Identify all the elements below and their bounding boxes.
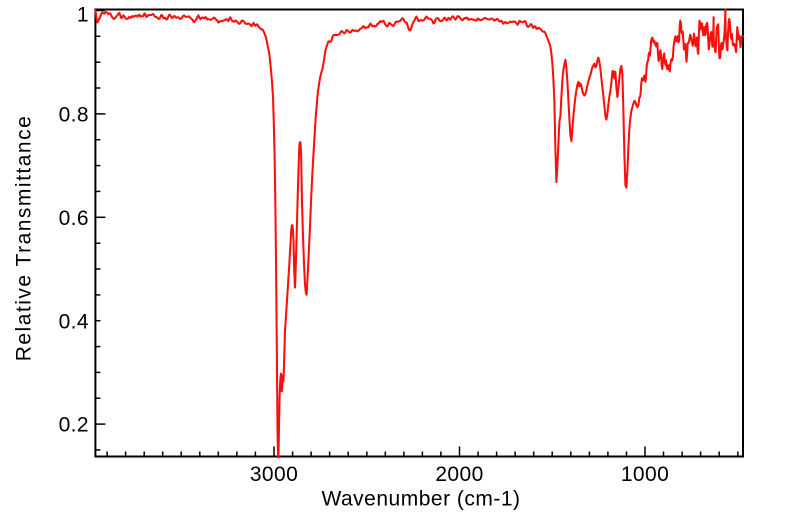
svg-text:1000: 1000 — [621, 463, 669, 486]
svg-text:2000: 2000 — [435, 463, 483, 486]
svg-text:3000: 3000 — [250, 463, 298, 486]
svg-text:1: 1 — [77, 3, 89, 26]
svg-text:0.8: 0.8 — [59, 104, 89, 127]
svg-text:0.2: 0.2 — [59, 414, 89, 437]
svg-text:0.4: 0.4 — [59, 310, 89, 333]
svg-text:Relative Transmittance: Relative Transmittance — [13, 115, 36, 362]
svg-text:Wavenumber (cm-1): Wavenumber (cm-1) — [321, 488, 520, 511]
svg-text:0.6: 0.6 — [59, 207, 89, 230]
